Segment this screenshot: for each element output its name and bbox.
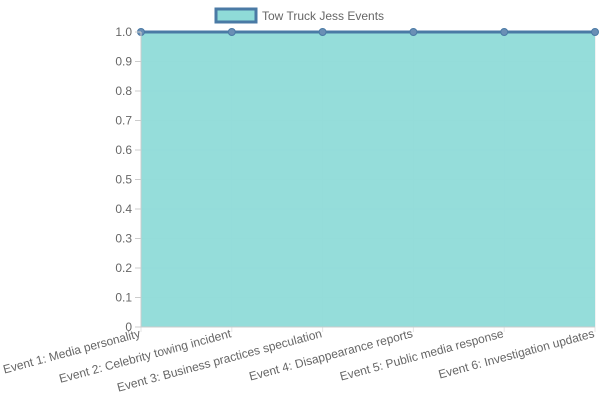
y-tick-label: 0.7 bbox=[115, 114, 132, 128]
y-tick-label: 1.0 bbox=[115, 25, 132, 39]
data-point[interactable] bbox=[227, 28, 236, 36]
legend[interactable]: Tow Truck Jess Events bbox=[214, 7, 384, 24]
legend-label[interactable]: Tow Truck Jess Events bbox=[262, 9, 384, 23]
series-area bbox=[137, 28, 599, 327]
x-tick-label: Event 6: Investigation updates bbox=[437, 326, 596, 381]
x-tick-label: Event 4: Disappearance reports bbox=[248, 326, 415, 383]
data-point[interactable] bbox=[409, 28, 418, 36]
data-point[interactable] bbox=[591, 28, 599, 36]
y-tick-label: 0.5 bbox=[115, 173, 132, 187]
y-tick-label: 0.8 bbox=[115, 84, 132, 98]
legend-swatch bbox=[214, 7, 258, 24]
data-point[interactable] bbox=[500, 28, 509, 36]
x-tick-label: Event 5: Public media response bbox=[338, 326, 505, 383]
y-tick-label: 0.1 bbox=[115, 291, 132, 305]
y-tick-label: 0.3 bbox=[115, 232, 132, 246]
y-axis-ticks: 0 0.1 0.2 0.3 0.4 0.5 0.6 0.7 0.8 0.9 1.0 bbox=[115, 25, 141, 334]
y-tick-label: 0.6 bbox=[115, 143, 132, 157]
data-point[interactable] bbox=[318, 28, 327, 36]
y-tick-label: 0.9 bbox=[115, 55, 132, 69]
series-area-fill bbox=[141, 32, 595, 327]
y-tick-label: 0.4 bbox=[115, 202, 132, 216]
y-tick-label: 0.2 bbox=[115, 261, 132, 275]
y-tick-label: 0 bbox=[125, 320, 132, 334]
